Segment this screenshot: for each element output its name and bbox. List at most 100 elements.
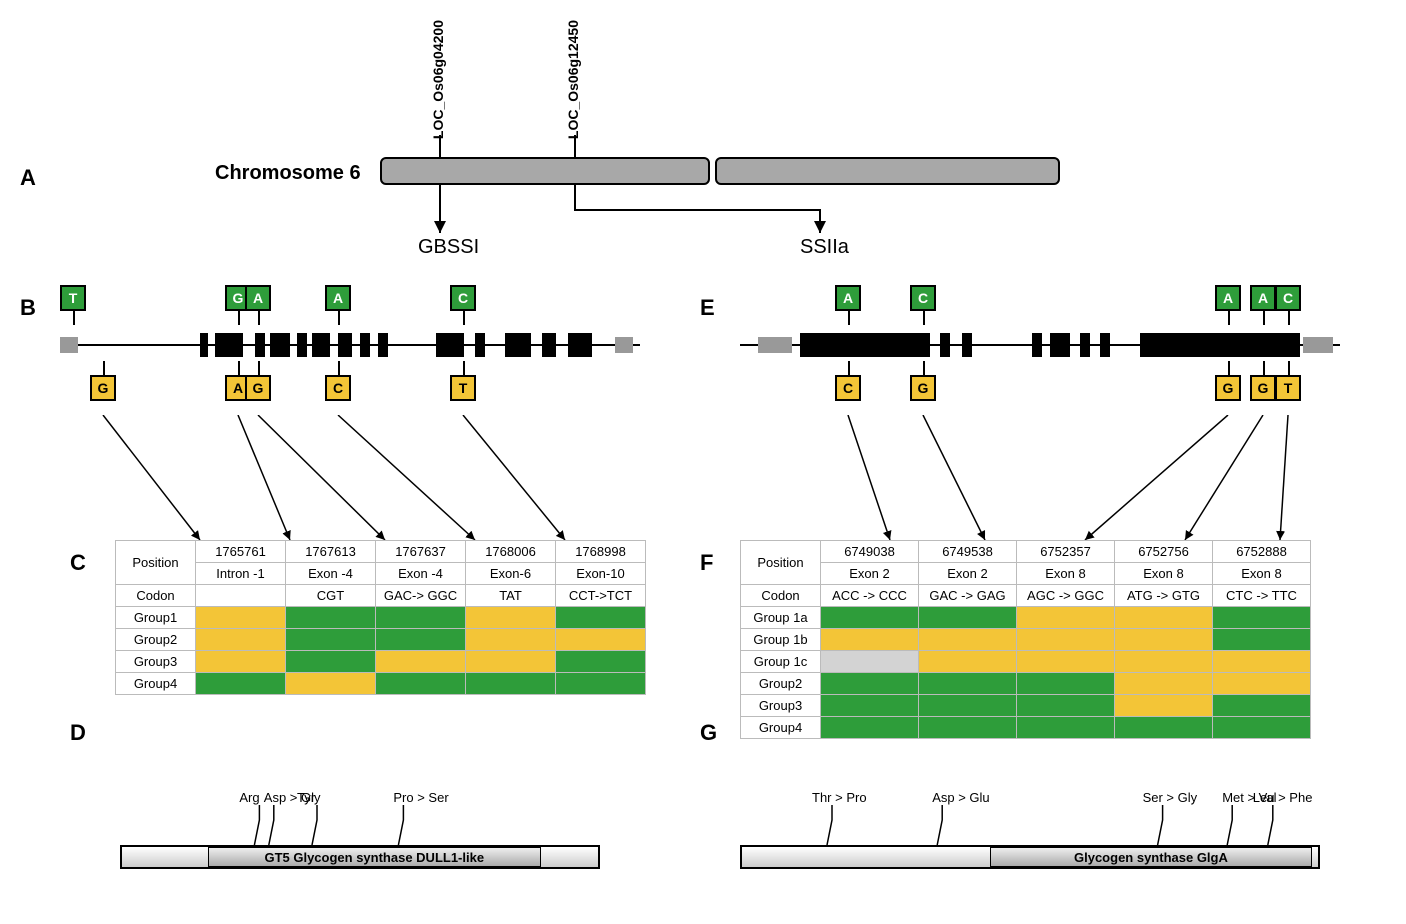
exon (338, 333, 352, 357)
locus-label-1: LOC_Os06g04200 (430, 20, 446, 139)
snp-stem (338, 361, 340, 375)
utr (615, 337, 633, 353)
locus-tick-2 (574, 135, 576, 157)
gbssi-table-wrap: Position17657611767613176763717680061768… (115, 540, 646, 695)
aa-pointer (120, 805, 600, 850)
aa-label: Arg (239, 790, 259, 805)
snp-stem (1263, 311, 1265, 325)
snp-box: A (325, 285, 351, 311)
snp-stem (1288, 311, 1290, 325)
snp-box: G (910, 375, 936, 401)
exon (1140, 333, 1300, 357)
snp-stem (463, 361, 465, 375)
exon (312, 333, 330, 357)
figure-container: A LOC_Os06g04200 LOC_Os06g12450 Chromoso… (20, 20, 1386, 904)
gbssi-protein-domain: GT5 Glycogen synthase DULL1-like (208, 847, 541, 867)
snp-stem (73, 311, 75, 325)
exon (475, 333, 485, 357)
ssiia-gene-model: ACAACCGGGT (740, 275, 1360, 435)
gene-label-ssiia: SSIIa (800, 236, 849, 259)
panel-E-label: E (700, 295, 715, 321)
aa-label: Ser > Gly (1143, 790, 1198, 805)
snp-box: C (910, 285, 936, 311)
aa-label: Pro > Ser (393, 790, 448, 805)
snp-box: C (450, 285, 476, 311)
snp-stem (103, 361, 105, 375)
exon (200, 333, 208, 357)
exon (1050, 333, 1070, 357)
exon (542, 333, 556, 357)
snp-stem (923, 361, 925, 375)
gbssi-table: Position17657611767613176763717680061768… (115, 540, 646, 695)
exon (297, 333, 307, 357)
panel-A-label: A (20, 165, 36, 191)
exon (568, 333, 592, 357)
snp-stem (238, 361, 240, 375)
locus-tick-1 (439, 135, 441, 157)
snp-box: A (835, 285, 861, 311)
utr (60, 337, 78, 353)
snp-stem (258, 311, 260, 325)
ssiia-snp-arrows (740, 415, 1380, 545)
snp-box: C (835, 375, 861, 401)
snp-box: C (325, 375, 351, 401)
exon (962, 333, 972, 357)
gbssi-protein: GT5 Glycogen synthase DULL1-like ArgAsp … (120, 790, 600, 869)
snp-stem (338, 311, 340, 325)
snp-box: T (60, 285, 86, 311)
aa-label: Asp > Glu (932, 790, 989, 805)
snp-box: T (1275, 375, 1301, 401)
snp-box: A (245, 285, 271, 311)
aa-label: Thr > Pro (812, 790, 867, 805)
snp-box: G (90, 375, 116, 401)
snp-stem (238, 311, 240, 325)
ssiia-table-wrap: Position67490386749538675235767527566752… (740, 540, 1311, 739)
snp-stem (1288, 361, 1290, 375)
exon (505, 333, 531, 357)
chromosome-arrows (220, 185, 1120, 245)
snp-stem (1263, 361, 1265, 375)
gene-label-gbssi: GBSSI (418, 236, 479, 259)
exon (360, 333, 370, 357)
aa-label: Tyr (297, 790, 315, 805)
snp-box: G (1250, 375, 1276, 401)
exon (800, 333, 930, 357)
snp-stem (1228, 361, 1230, 375)
gbssi-domain-label: GT5 Glycogen synthase DULL1-like (264, 850, 484, 865)
aa-label: Leu > Phe (1253, 790, 1313, 805)
exon (1100, 333, 1110, 357)
chromosome-arm-left (380, 157, 710, 185)
ssiia-protein-domain: Glycogen synthase GlgA (990, 847, 1313, 867)
panel-C-label: C (70, 550, 86, 576)
utr (758, 337, 792, 353)
snp-stem (463, 311, 465, 325)
snp-box: A (1215, 285, 1241, 311)
chromosome-label: Chromosome 6 (215, 162, 361, 185)
snp-stem (923, 311, 925, 325)
exon (215, 333, 243, 357)
ssiia-domain-label: Glycogen synthase GlgA (1074, 850, 1228, 865)
utr (1303, 337, 1333, 353)
snp-box: T (450, 375, 476, 401)
exon (436, 333, 464, 357)
aa-pointer (740, 805, 1320, 850)
ssiia-table: Position67490386749538675235767527566752… (740, 540, 1311, 739)
exon (1080, 333, 1090, 357)
exon (270, 333, 290, 357)
panel-D-label: D (70, 720, 86, 746)
ssiia-protein: Glycogen synthase GlgA Thr > Pro Asp > Gl… (740, 790, 1320, 869)
exon (378, 333, 388, 357)
chromosome-arm-right (715, 157, 1060, 185)
snp-stem (848, 311, 850, 325)
panel-G-label: G (700, 720, 717, 746)
gbssi-gene-model: TGAACGAGCT (60, 275, 660, 435)
snp-stem (258, 361, 260, 375)
snp-box: G (245, 375, 271, 401)
snp-box: C (1275, 285, 1301, 311)
exon (940, 333, 950, 357)
locus-label-2: LOC_Os06g12450 (565, 20, 581, 139)
snp-box: A (1250, 285, 1276, 311)
gbssi-snp-arrows (60, 415, 680, 545)
exon (255, 333, 265, 357)
panel-F-label: F (700, 550, 713, 576)
